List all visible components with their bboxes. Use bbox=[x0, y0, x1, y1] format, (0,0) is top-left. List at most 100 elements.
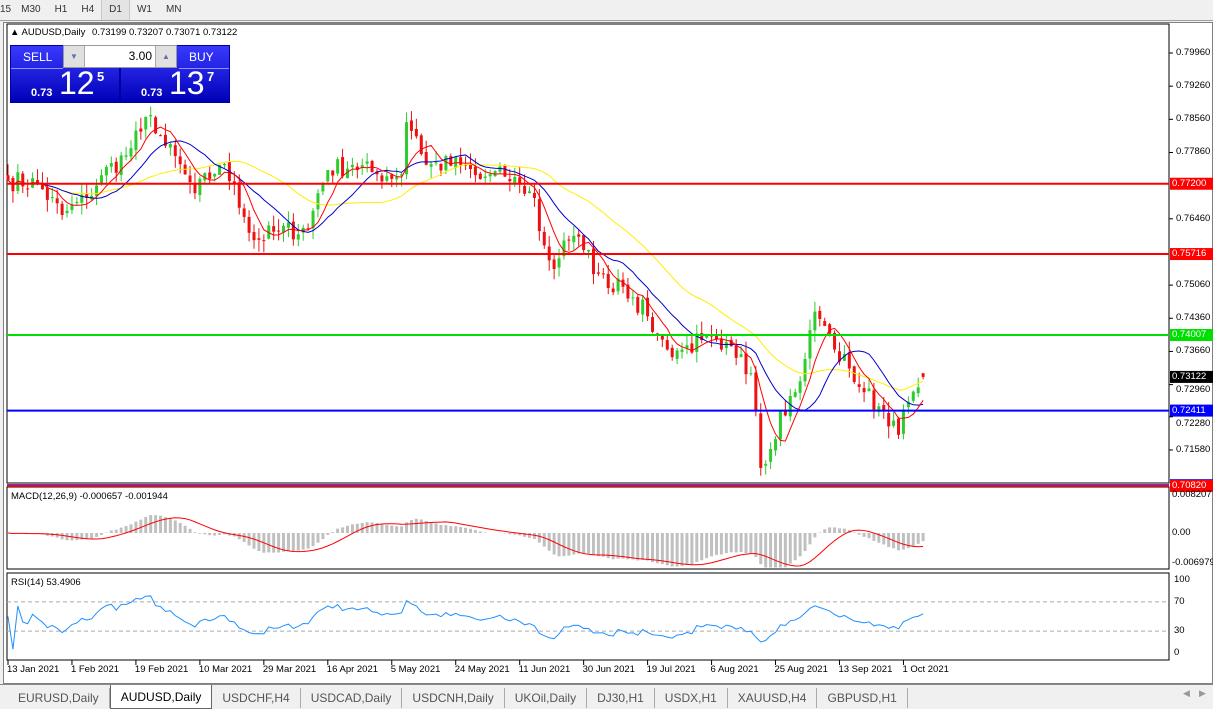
candle-body bbox=[189, 176, 192, 183]
macd-histogram-bar bbox=[759, 533, 762, 564]
chart-tab[interactable]: USDCHF,H4 bbox=[212, 688, 300, 708]
chart-tab[interactable]: DJ30,H1 bbox=[587, 688, 655, 708]
macd-histogram-bar bbox=[656, 533, 659, 563]
candle-body bbox=[272, 226, 275, 232]
macd-histogram-bar bbox=[769, 533, 772, 567]
candle-body bbox=[872, 390, 875, 409]
macd-histogram-bar bbox=[607, 533, 610, 558]
candle-body bbox=[769, 449, 772, 462]
candle-body bbox=[439, 164, 442, 171]
macd-histogram-bar bbox=[454, 526, 457, 533]
macd-histogram-bar bbox=[307, 533, 310, 549]
macd-histogram-bar bbox=[882, 533, 885, 544]
macd-histogram-bar bbox=[154, 515, 157, 533]
tabs-scroll-right-icon[interactable]: ▶ bbox=[1199, 688, 1206, 699]
chart-tab[interactable]: GBPUSD,H1 bbox=[817, 688, 907, 708]
candle-body bbox=[198, 179, 201, 195]
candle-body bbox=[134, 131, 137, 151]
macd-histogram-bar bbox=[749, 533, 752, 554]
macd-title: MACD(12,26,9) -0.000657 -0.001944 bbox=[11, 491, 168, 502]
rsi-line bbox=[8, 596, 923, 649]
macd-histogram-bar bbox=[326, 533, 329, 535]
candle-body bbox=[159, 135, 162, 136]
macd-histogram-bar bbox=[671, 533, 674, 567]
candle-body bbox=[868, 389, 871, 392]
date-axis-label: 13 Jan 2021 bbox=[7, 664, 59, 675]
candle-body bbox=[380, 175, 383, 181]
level-price-label: 0.75716 bbox=[1172, 248, 1206, 259]
macd-histogram-bar bbox=[794, 533, 797, 560]
candle-body bbox=[863, 388, 866, 392]
chart-tab[interactable]: USDCAD,Daily bbox=[301, 688, 403, 708]
candle-body bbox=[592, 248, 595, 274]
tabs-scroll-left-icon[interactable]: ◀ bbox=[1183, 688, 1190, 699]
candle-body bbox=[892, 421, 895, 426]
chart-tab[interactable]: USDCNH,Daily bbox=[402, 688, 504, 708]
volume-stepper: ▼ 3.00 ▲ bbox=[63, 45, 177, 68]
macd-histogram-bar bbox=[134, 522, 137, 533]
candle-body bbox=[558, 258, 561, 267]
candle-body bbox=[607, 274, 610, 288]
macd-histogram-bar bbox=[484, 532, 487, 533]
macd-histogram-bar bbox=[872, 533, 875, 541]
macd-histogram-bar bbox=[641, 533, 644, 560]
ohlc-values: 0.73199 0.73207 0.73071 0.73122 bbox=[92, 27, 237, 38]
candle-body bbox=[169, 144, 172, 148]
candle-body bbox=[336, 159, 339, 173]
candle-body bbox=[848, 352, 851, 368]
volume-input[interactable]: 3.00 bbox=[86, 49, 152, 63]
candle-body bbox=[489, 174, 492, 176]
ma-slow-line bbox=[8, 161, 923, 390]
macd-histogram-bar bbox=[922, 533, 925, 541]
candle-body bbox=[774, 439, 777, 450]
candle-body bbox=[262, 240, 265, 241]
candle-body bbox=[779, 411, 782, 439]
candle-body bbox=[326, 170, 329, 181]
candle-body bbox=[508, 179, 511, 181]
volume-increase-button[interactable]: ▲ bbox=[155, 46, 176, 67]
chart-tab[interactable]: AUDUSD,Daily bbox=[110, 685, 213, 709]
macd-histogram-bar bbox=[705, 533, 708, 558]
macd-histogram-bar bbox=[435, 523, 438, 533]
macd-histogram-bar bbox=[730, 533, 733, 552]
candle-body bbox=[474, 167, 477, 175]
date-axis-label: 24 May 2021 bbox=[455, 664, 510, 675]
price-axis-label: 0.73660 bbox=[1176, 345, 1210, 356]
candle-body bbox=[612, 289, 615, 293]
candle-body bbox=[749, 373, 752, 374]
macd-histogram-bar bbox=[700, 533, 703, 560]
chart-tab[interactable]: EURUSD,Daily bbox=[8, 688, 110, 708]
macd-histogram-bar bbox=[218, 533, 221, 535]
date-axis-label: 30 Jun 2021 bbox=[583, 664, 635, 675]
candle-body bbox=[61, 204, 64, 215]
rsi-axis-label: 30 bbox=[1174, 625, 1185, 636]
macd-histogram-bar bbox=[346, 526, 349, 533]
level-price-label: 0.72411 bbox=[1172, 405, 1206, 416]
candle-body bbox=[366, 161, 369, 163]
macd-histogram-bar bbox=[390, 526, 393, 533]
candle-body bbox=[587, 250, 590, 252]
candle-body bbox=[425, 152, 428, 165]
candle-body bbox=[395, 177, 398, 179]
candle-body bbox=[661, 336, 664, 340]
chart-tab[interactable]: USDX,H1 bbox=[655, 688, 728, 708]
candle-body bbox=[223, 164, 226, 165]
candle-body bbox=[46, 187, 49, 199]
date-axis-label: 29 Mar 2021 bbox=[263, 664, 316, 675]
candle-body bbox=[631, 297, 634, 298]
chart-tab[interactable]: XAUUSD,H4 bbox=[728, 688, 818, 708]
candle-body bbox=[740, 354, 743, 357]
macd-histogram-bar bbox=[371, 522, 374, 533]
collapse-triangle-icon[interactable]: ▲ bbox=[10, 27, 19, 38]
candle-body bbox=[567, 240, 570, 241]
volume-decrease-button[interactable]: ▼ bbox=[64, 46, 85, 67]
price-axis-label: 0.77860 bbox=[1176, 146, 1210, 157]
chart-tab[interactable]: UKOil,Daily bbox=[505, 688, 587, 708]
macd-histogram-bar bbox=[597, 533, 600, 556]
macd-histogram-bar bbox=[208, 533, 211, 535]
candle-body bbox=[528, 191, 531, 193]
candle-body bbox=[213, 174, 216, 177]
price-axis-label: 0.75060 bbox=[1176, 279, 1210, 290]
sell-price-big: 12 bbox=[59, 66, 95, 100]
